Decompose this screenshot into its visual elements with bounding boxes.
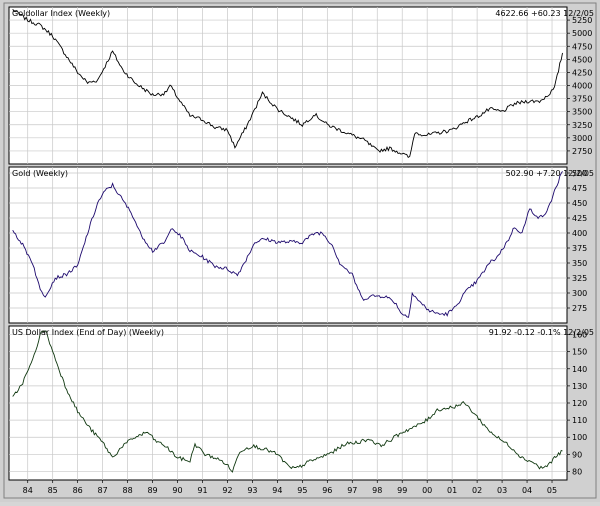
xtick-label: 96 [322,486,332,495]
panel-1-title: Goldollar Index (Weekly) [12,9,110,18]
xtick-label: 90 [172,486,182,495]
xtick-label: 88 [122,486,132,495]
panel-2-ytick-label: 375 [572,244,587,253]
panel-3-title: US Dollar Index (End of Day) (Weekly) [12,328,164,337]
panel-1-ytick-label: 4250 [572,68,592,77]
outer-border [3,2,597,499]
panel-1-series-line [12,9,563,159]
panel-2-ytick-label: 300 [572,289,587,298]
panel-3-last-value: 91.92 -0.12 -0.1% 12/2/05 [489,328,594,337]
xtick-label: 97 [347,486,357,495]
panel-1-ytick-label: 3000 [572,134,592,143]
panel-3-series-line [12,330,563,473]
panel-3-ytick-label: 160 [572,331,587,340]
panel-2-ytick-label: 475 [572,184,587,193]
panel-3-ytick-label: 80 [572,467,582,476]
panel-2-ytick-label: 450 [572,199,587,208]
xtick-label: 91 [197,486,207,495]
panel-2-ytick-label: 500 [572,169,587,178]
panel-2-ytick-label: 400 [572,229,587,238]
panel-1-ytick-label: 3500 [572,108,592,117]
xtick-label: 86 [73,486,83,495]
xtick-label: 05 [547,486,557,495]
xtick-label: 93 [247,486,257,495]
panel-2-title: Gold (Weekly) [12,169,68,178]
xtick-label: 04 [522,486,532,495]
panel-3-ytick-label: 100 [572,433,587,442]
panel-2-plot-area [8,166,568,324]
panel-1-ytick-label: 4000 [572,82,592,91]
panel-2-ytick-label: 350 [572,259,587,268]
panel-2-series-line [12,171,563,318]
panel-1-last-value: 4622.66 +60.23 12/2/05 [495,9,594,18]
xtick-label: 85 [48,486,58,495]
panel-3-ytick-label: 140 [572,365,587,374]
panel-1-ytick-label: 4500 [572,55,592,64]
panel-3-ytick-label: 90 [572,450,582,459]
panel-2-ytick-label: 425 [572,214,587,223]
panel-3-ytick-label: 150 [572,348,587,357]
xtick-label: 92 [222,486,232,495]
xtick-label: 87 [98,486,108,495]
xtick-label: 03 [497,486,507,495]
xtick-label: 00 [422,486,432,495]
panel-1-ytick-label: 2750 [572,147,592,156]
panel-1-ytick-label: 5250 [572,16,592,25]
xtick-label: 01 [447,486,457,495]
panel-1-ytick-label: 3250 [572,121,592,130]
xtick-label: 94 [272,486,282,495]
panel-1-ytick-label: 5000 [572,29,592,38]
panel-3-ytick-label: 120 [572,399,587,408]
panel-1-ytick-label: 3750 [572,95,592,104]
panel-3-ytick-label: 110 [572,416,587,425]
panel-2-ytick-label: 325 [572,274,587,283]
panel-2-ytick-label: 275 [572,304,587,313]
xtick-label: 89 [147,486,157,495]
panel-3-ytick-label: 130 [572,382,587,391]
xtick-label: 98 [372,486,382,495]
xtick-label: 02 [472,486,482,495]
xtick-label: 99 [397,486,407,495]
xtick-label: 95 [297,486,307,495]
panel-1-ytick-label: 4750 [572,42,592,51]
panel-2-last-value: 502.90 +7.20 12/2/05 [506,169,594,178]
xtick-label: 84 [23,486,33,495]
